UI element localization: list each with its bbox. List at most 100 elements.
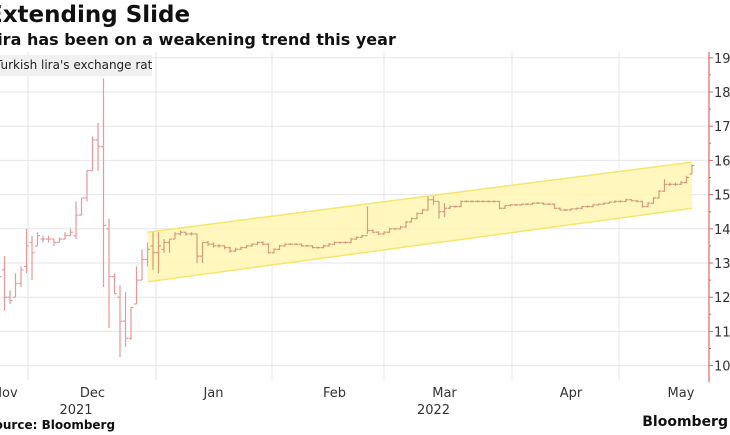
ohlc-bar: [530, 202, 535, 205]
x-month-label: Nov: [0, 386, 18, 401]
ohlc-bar: [541, 202, 546, 205]
ohlc-bar: [629, 199, 634, 202]
ohlc-bar: [0, 276, 2, 278]
bloomberg-logo: Bloomberg: [642, 414, 728, 430]
ohlc-bar: [249, 243, 255, 247]
ohlc-bar: [200, 241, 205, 263]
x-month-label: Mar: [432, 386, 457, 401]
ohlc-bar: [601, 202, 607, 205]
ohlc-bar: [277, 244, 282, 251]
ohlc-bar: [35, 232, 40, 247]
ohlc-bar: [167, 238, 172, 253]
ohlc-bar: [464, 200, 469, 203]
x-month-label: May: [668, 386, 695, 401]
ohlc-bar: [365, 206, 370, 237]
ohlc-bar: [134, 266, 139, 305]
x-year-label: 2022: [417, 403, 450, 418]
ohlc-bar: [183, 231, 189, 236]
ohlc-bar: [623, 198, 629, 203]
ohlc-bar: [447, 205, 453, 209]
ohlc-bar: [90, 136, 95, 172]
x-year-label: 2021: [59, 403, 92, 418]
ohlc-bar: [436, 200, 442, 219]
x-month-label: Apr: [560, 386, 583, 401]
ohlc-bar: [398, 226, 403, 230]
ohlc-bar: [310, 245, 315, 249]
ohlc-bar: [216, 244, 222, 248]
ohlc-bar: [667, 182, 673, 187]
ohlc-bar: [453, 205, 458, 208]
ohlc-bar: [161, 239, 167, 253]
ohlc-bar: [7, 290, 13, 305]
ohlc-bar: [343, 241, 348, 244]
ohlc-bar: [178, 230, 183, 236]
ohlc-bar: [513, 203, 519, 206]
ohlc-bar: [156, 232, 161, 274]
ohlc-bar: [326, 243, 332, 247]
x-axis-labels: Nov Dec Jan Feb Mar Apr May 2021 2022: [0, 386, 695, 418]
ohlc-bar: [574, 207, 579, 210]
ohlc-bar: [332, 241, 337, 245]
x-month-label: Jan: [202, 386, 223, 401]
ohlc-bar: [315, 246, 321, 249]
x-month-label: Dec: [80, 386, 105, 401]
y-tick-label: 11: [714, 325, 730, 340]
ohlc-bar: [546, 203, 552, 205]
channel-band: [147, 162, 692, 282]
ohlc-bar: [227, 246, 233, 253]
ohlc-bar: [519, 203, 524, 206]
source-note: Source: Bloomberg: [0, 418, 116, 432]
ohlc-bar: [607, 201, 612, 204]
ohlc-bar: [57, 237, 62, 244]
ohlc-bar: [51, 238, 57, 246]
ohlc-bar: [40, 235, 46, 243]
ohlc-bar: [205, 240, 211, 246]
ohlc-bar: [469, 200, 475, 203]
ohlc-bar: [260, 241, 266, 246]
x-month-label: Feb: [323, 386, 346, 401]
ohlc-bar: [359, 234, 365, 239]
y-tick-label: 14: [714, 223, 730, 238]
ohlc-bar: [480, 200, 486, 203]
y-tick-label: 19: [714, 52, 730, 67]
ohlc-bar: [139, 249, 145, 281]
chart-title: Extending Slide: [0, 2, 191, 28]
ohlc-bar: [585, 205, 590, 208]
ohlc-bar: [150, 232, 156, 270]
ohlc-bar: [431, 196, 436, 205]
ohlc-bar: [62, 232, 68, 240]
ohlc-bar: [502, 204, 508, 209]
ohlc-bar: [73, 201, 79, 240]
legend: Turkish lira's exchange rate: [0, 55, 152, 76]
channel-lower-line: [147, 207, 693, 283]
y-axis: 10 11 12 13 14 15 16 17 18 19: [708, 52, 730, 382]
y-tick-label: 16: [714, 154, 730, 169]
ohlc-bar: [387, 227, 392, 233]
ohlc-bar: [403, 220, 409, 228]
y-tick-label: 15: [714, 189, 730, 204]
chart-subtitle: Lira has been on a weakening trend this …: [0, 30, 396, 49]
ohlc-bar: [106, 218, 112, 328]
legend-label: Turkish lira's exchange rate: [0, 58, 152, 72]
ohlc-bar: [381, 231, 387, 235]
ohlc-bar: [282, 243, 288, 247]
ohlc-bar: [634, 200, 640, 203]
ohlc-bar: [299, 243, 304, 247]
ohlc-bar: [651, 196, 656, 204]
ohlc-bar: [29, 235, 35, 281]
y-tick-label: 10: [714, 360, 730, 375]
ohlc-bar: [18, 266, 24, 287]
ohlc-bar: [535, 202, 541, 205]
y-tick-label: 17: [714, 120, 730, 135]
ohlc-bar: [112, 273, 117, 295]
ohlc-bar: [414, 212, 420, 220]
ohlc-bar: [2, 256, 7, 311]
ohlc-bar: [46, 235, 51, 243]
ohlc-bar: [673, 182, 678, 187]
ohlc-bar: [557, 207, 563, 211]
ohlc-bar: [618, 200, 623, 203]
ohlc-bar: [194, 233, 200, 263]
ohlc-bar: [409, 217, 414, 223]
ohlc-bar: [689, 164, 695, 175]
ohlc-bar: [238, 246, 244, 251]
